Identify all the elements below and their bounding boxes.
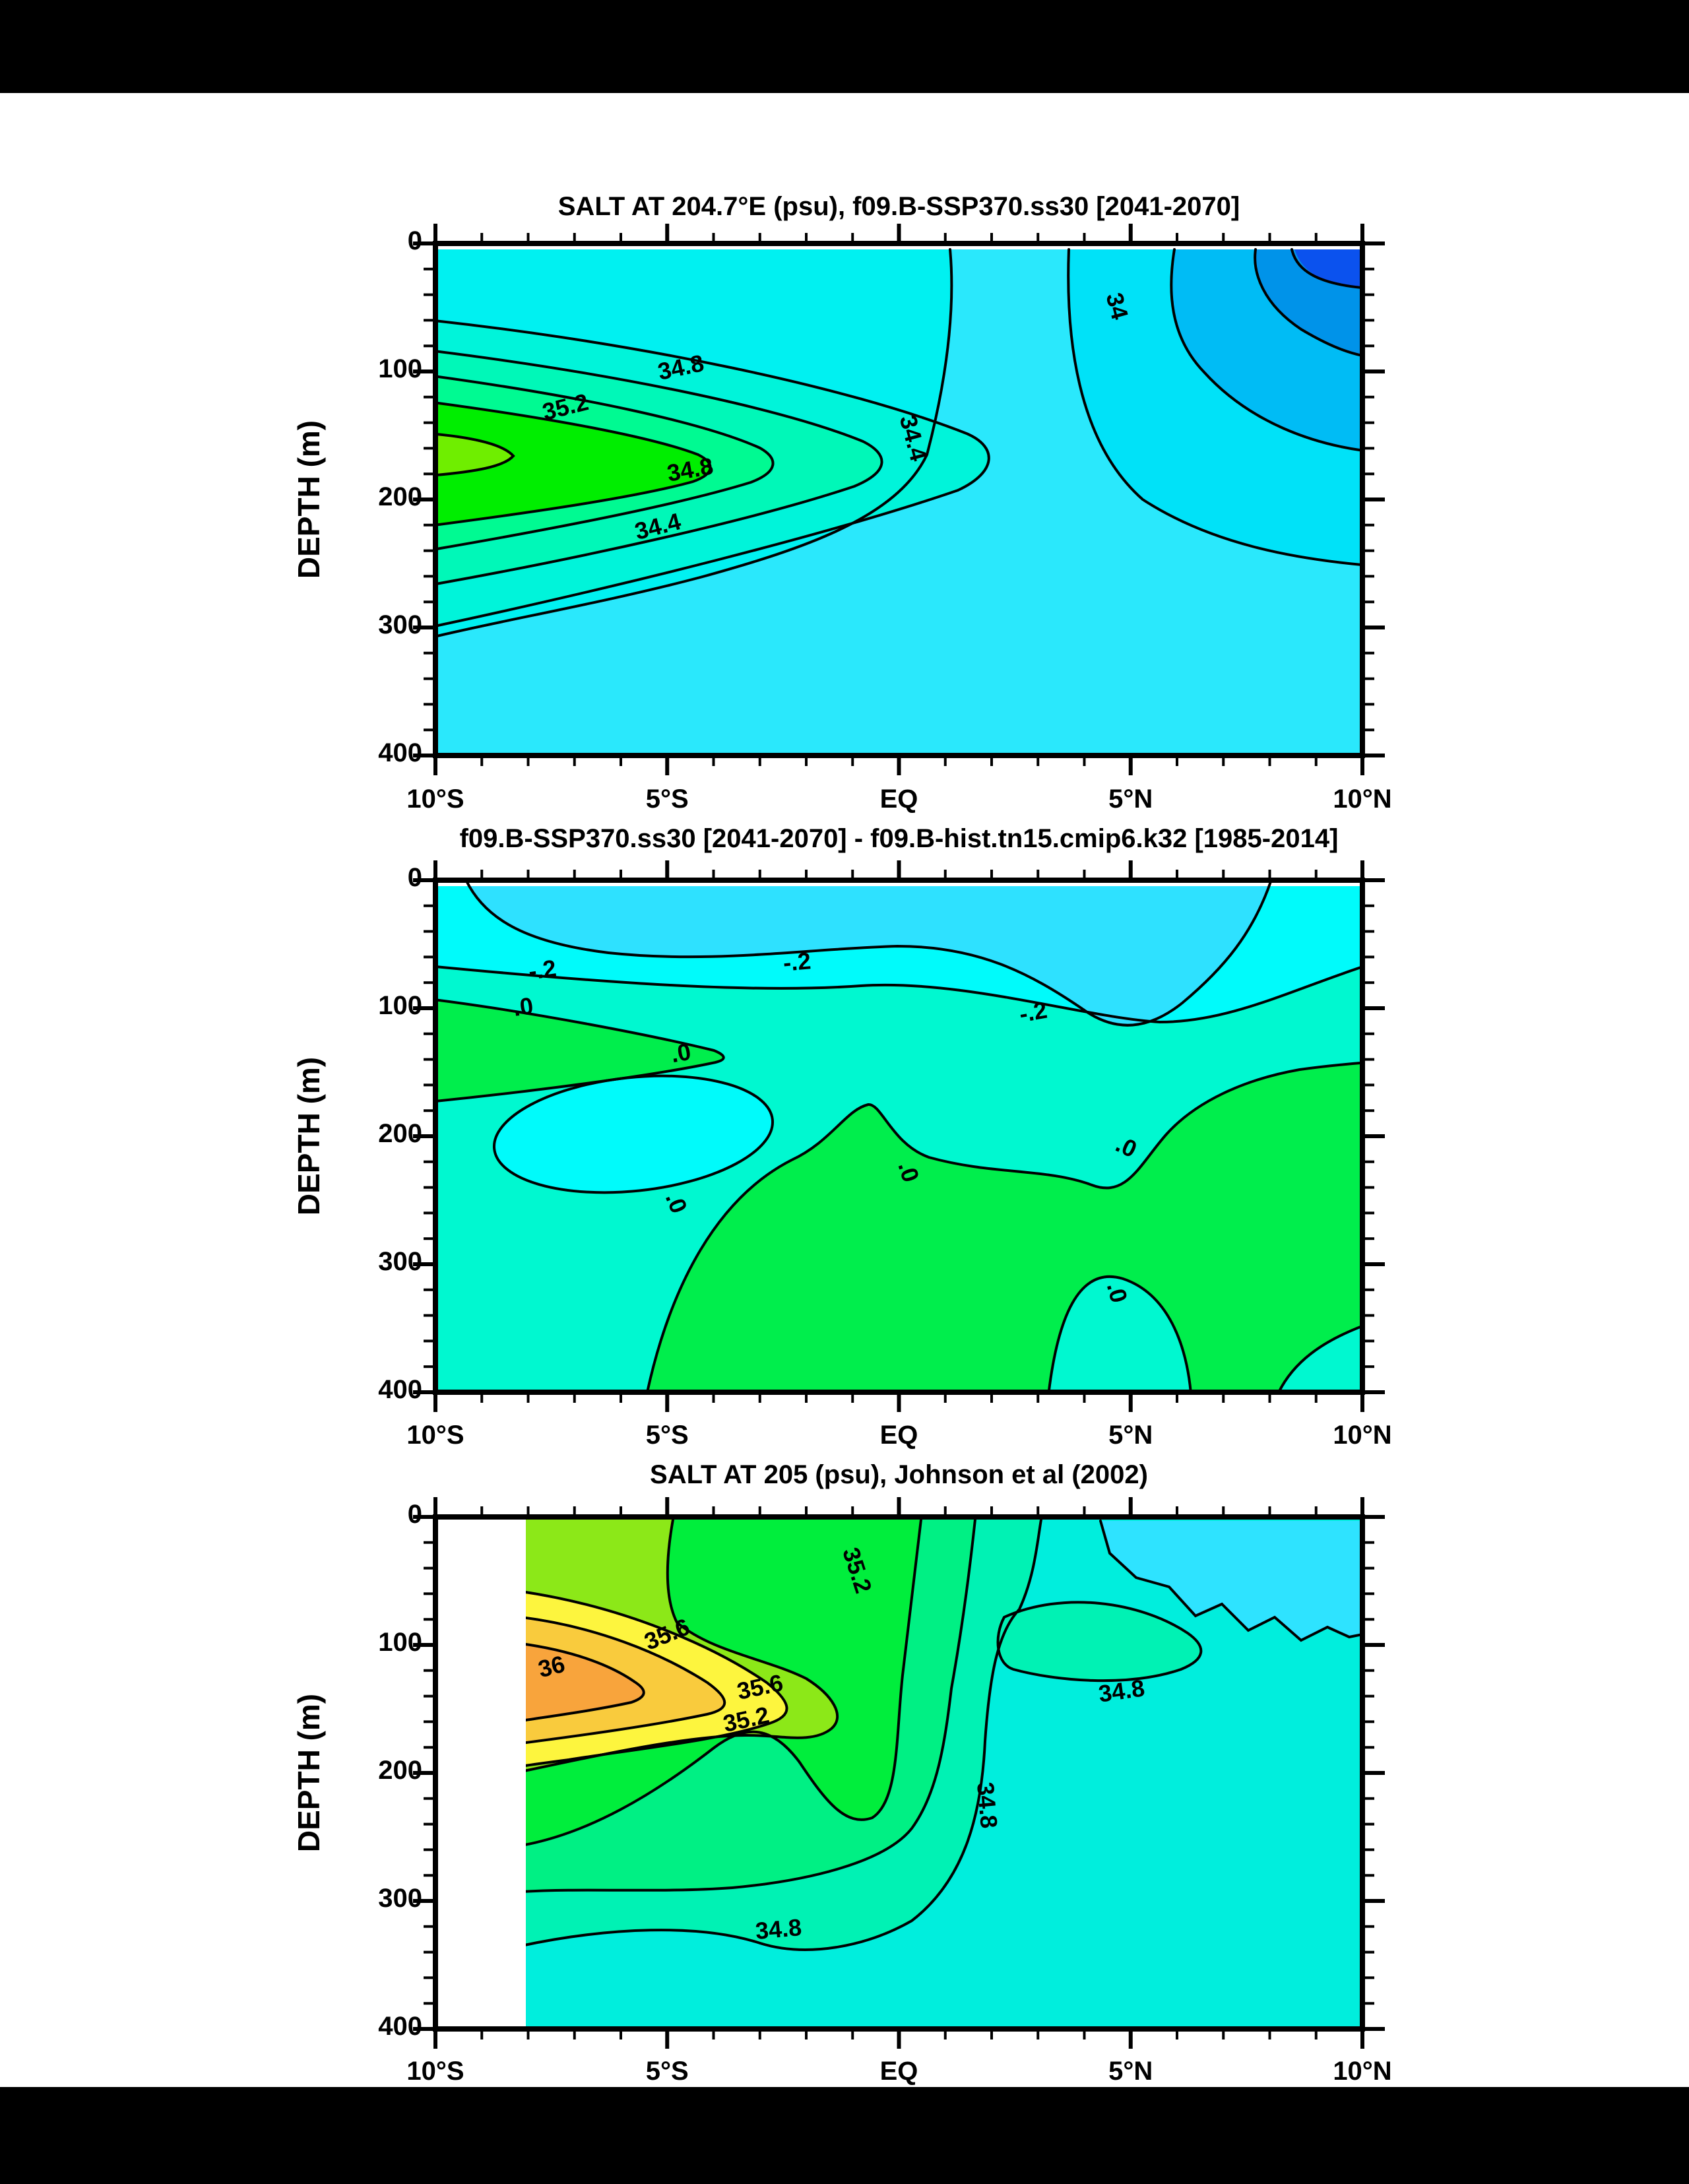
y-tick-label: 400 bbox=[378, 2012, 422, 2041]
y-tick-label: 0 bbox=[407, 1500, 422, 1529]
x-tick-label: 10°N bbox=[1333, 2057, 1392, 2086]
x-tick-label: 10°N bbox=[1333, 785, 1392, 814]
panel3-y-axis-title: DEPTH (m) bbox=[292, 1693, 326, 1853]
x-tick-label: 10°N bbox=[1333, 1421, 1392, 1450]
y-tick-label: 100 bbox=[378, 991, 422, 1020]
bottom-black-band bbox=[0, 2087, 1689, 2184]
top-black-band bbox=[0, 0, 1689, 93]
x-tick-label: EQ bbox=[879, 2057, 918, 2086]
panel2-x-tick-labels: 10°S 5°S EQ 5°N 10°N bbox=[406, 1421, 1391, 1458]
panel3-plot bbox=[413, 1497, 1385, 2049]
y-tick-label: 0 bbox=[407, 863, 422, 892]
x-tick-label: 5°N bbox=[1108, 2057, 1153, 2086]
panel1-plot bbox=[413, 224, 1385, 775]
y-tick-label: 100 bbox=[378, 354, 422, 383]
x-tick-label: 5°S bbox=[645, 1421, 689, 1450]
panel1-x-tick-labels: 10°S 5°S EQ 5°N 10°N bbox=[406, 785, 1391, 821]
y-tick-label: 0 bbox=[407, 226, 422, 255]
panel1-title: SALT AT 204.7°E (psu), f09.B-SSP370.ss30… bbox=[558, 192, 1240, 221]
panel1-y-axis-title: DEPTH (m) bbox=[292, 420, 326, 579]
panel3-title: SALT AT 205 (psu), Johnson et al (2002) bbox=[650, 1460, 1148, 1489]
y-tick-label: 300 bbox=[378, 1247, 422, 1276]
y-tick-label: 400 bbox=[378, 1375, 422, 1404]
panel3-y-tick-labels: 0 100 200 300 400 bbox=[317, 1500, 422, 2041]
x-tick-label: 10°S bbox=[406, 2057, 464, 2086]
y-tick-label: 400 bbox=[378, 738, 422, 767]
x-tick-label: 5°N bbox=[1108, 785, 1153, 814]
y-tick-label: 300 bbox=[378, 610, 422, 639]
y-tick-label: 200 bbox=[378, 1119, 422, 1148]
plot-paper: SALT AT 204.7°E (psu), f09.B-SSP370.ss30… bbox=[0, 93, 1689, 2142]
y-tick-label: 200 bbox=[378, 482, 422, 511]
panel2-y-axis-title: DEPTH (m) bbox=[292, 1056, 326, 1216]
panel2-plot bbox=[413, 860, 1385, 1412]
y-tick-label: 100 bbox=[378, 1628, 422, 1657]
panel3-x-tick-labels: 10°S 5°S EQ 5°N 10°N bbox=[406, 2057, 1391, 2094]
x-tick-label: 5°N bbox=[1108, 1421, 1153, 1450]
x-tick-label: 5°S bbox=[645, 785, 689, 814]
panel2-title: f09.B-SSP370.ss30 [2041-2070] - f09.B-hi… bbox=[459, 824, 1339, 853]
x-tick-label: 10°S bbox=[406, 785, 464, 814]
x-tick-label: EQ bbox=[879, 1421, 918, 1450]
y-tick-label: 200 bbox=[378, 1756, 422, 1785]
x-tick-label: 5°S bbox=[645, 2057, 689, 2086]
x-tick-label: 10°S bbox=[406, 1421, 464, 1450]
panel1-y-tick-labels: 0 100 200 300 400 bbox=[317, 226, 422, 767]
x-tick-label: EQ bbox=[879, 785, 918, 814]
y-tick-label: 300 bbox=[378, 1884, 422, 1913]
panel2-y-tick-labels: 0 100 200 300 400 bbox=[317, 863, 422, 1404]
